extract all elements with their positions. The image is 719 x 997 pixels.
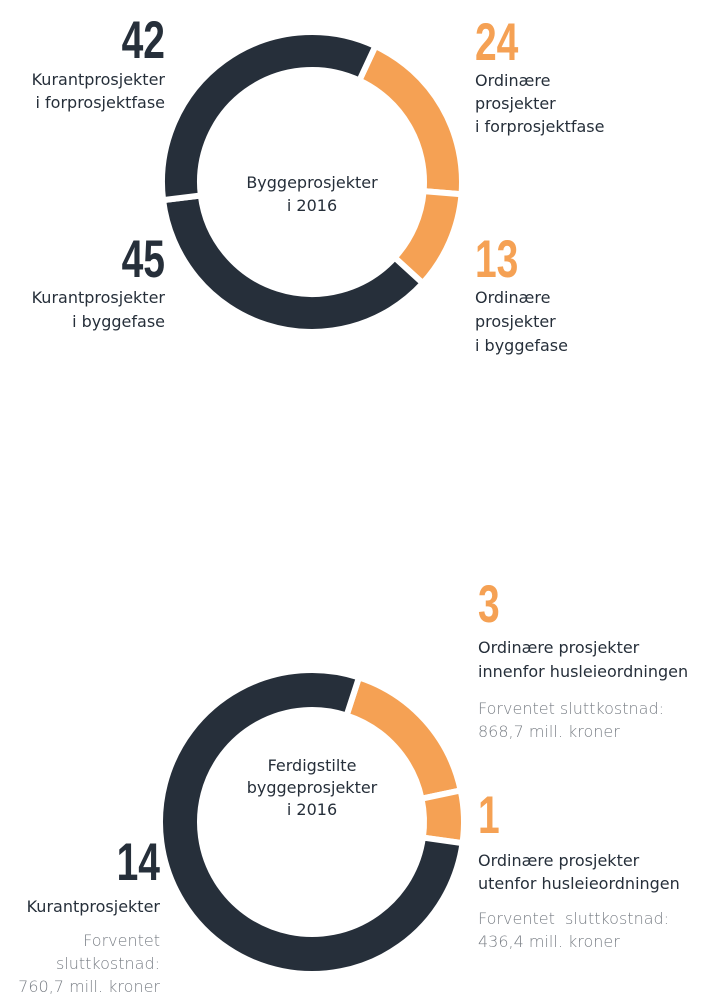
- segment-value: 45: [122, 229, 165, 288]
- donut-segment: [159, 29, 380, 204]
- segment-note: Forventet sluttkostnad:: [478, 699, 664, 718]
- center-label: byggeprosjekter: [247, 778, 378, 797]
- center-label: Byggeprosjekter: [246, 173, 378, 192]
- segment-note: sluttkostnad:: [56, 954, 160, 973]
- segment-value: 13: [475, 229, 518, 288]
- donut-segment: [355, 42, 465, 198]
- segment-note: Forventet: [83, 931, 160, 950]
- donut-segment: [417, 786, 467, 847]
- center-label: Ferdigstilte: [268, 756, 357, 775]
- segment-note: 436,4 mill. kroner: [478, 932, 620, 951]
- segment-value: 1: [478, 785, 500, 844]
- segment-label: Ordinære prosjekter: [478, 851, 640, 870]
- segment-note: 760,7 mill. kroner: [18, 977, 160, 996]
- segment-label: prosjekter: [475, 312, 556, 331]
- segment-label: Ordinære: [475, 288, 550, 307]
- segment-value: 3: [478, 574, 500, 633]
- segment-label: prosjekter: [475, 94, 556, 113]
- segment-note: Forventet sluttkostnad:: [478, 909, 669, 928]
- segment-label: i forprosjektfase: [36, 93, 165, 112]
- segment-label: innenfor husleieordningen: [478, 662, 688, 681]
- segment-note: 868,7 mill. kroner: [478, 722, 620, 741]
- segment-value: 14: [117, 832, 161, 891]
- segment-label: i forprosjektfase: [475, 117, 604, 136]
- segment-label: Ordinære: [475, 71, 550, 90]
- segment-value: 42: [122, 10, 165, 69]
- center-label: i 2016: [287, 196, 337, 215]
- segment-label: i byggefase: [72, 312, 165, 331]
- donut-segment: [157, 667, 466, 977]
- center-label: i 2016: [287, 800, 337, 819]
- segment-label: Kurantprosjekter: [32, 288, 166, 307]
- segment-value: 24: [475, 12, 519, 71]
- segment-label: utenfor husleieordningen: [478, 874, 680, 893]
- segment-label: Kurantprosjekter: [32, 70, 166, 89]
- segment-label: i byggefase: [475, 336, 568, 355]
- segment-label: Ordinære prosjekter: [478, 638, 640, 657]
- donut-segment: [159, 192, 427, 335]
- segment-label: Kurantprosjekter: [27, 897, 161, 916]
